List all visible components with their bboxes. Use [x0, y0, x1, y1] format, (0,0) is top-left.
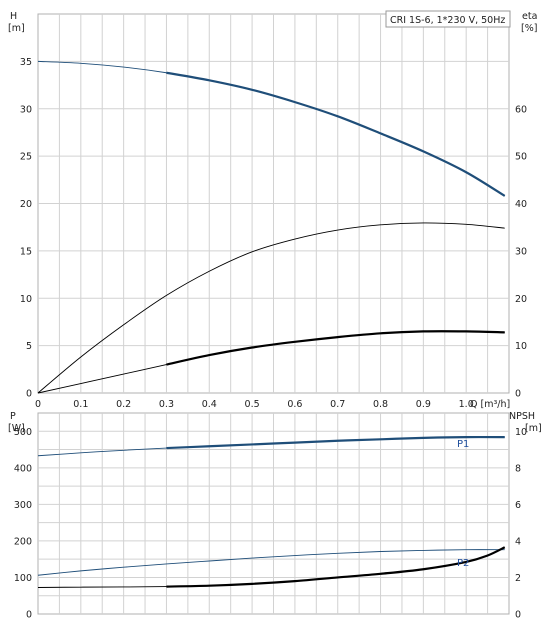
x-tick-label: 0.9 — [416, 399, 431, 410]
bottom-left-tick-label: 0 — [26, 610, 32, 621]
top-left-tick-label: 5 — [26, 341, 32, 352]
x-tick-label: 0.4 — [202, 399, 217, 410]
p1-curve — [37, 436, 505, 457]
top-right-tick-label: 30 — [515, 246, 527, 257]
top-right-tick-label: 0 — [515, 389, 521, 400]
top-right-tick-label: 10 — [515, 341, 527, 352]
top-series-0-operating-range — [166, 71, 506, 197]
x-tick-label: 0.1 — [73, 399, 88, 410]
top-left-tick-label: 25 — [20, 152, 32, 163]
bottom-left-tick-label: 500 — [14, 427, 32, 438]
curves — [37, 60, 506, 588]
top-series-2-operating-range — [166, 330, 505, 366]
series-label-p2: P2 — [457, 558, 469, 569]
p1-operating-range — [166, 435, 505, 450]
bottom-left-tick-label: 200 — [14, 536, 32, 547]
x-tick-label: 0.5 — [245, 399, 260, 410]
series-label-p1: P1 — [457, 439, 469, 450]
top-series-1-curve — [37, 222, 505, 394]
x-tick-label: 0.7 — [330, 399, 345, 410]
top-series-0-curve — [37, 60, 505, 197]
x-axis-label: Q [m³/h] — [470, 399, 510, 410]
bottom-left-axis-label-line2: [W] — [8, 423, 25, 434]
bottom-right-tick-label: 6 — [515, 500, 521, 511]
x-tick-label: 0.2 — [116, 399, 131, 410]
top-left-tick-label: 30 — [20, 104, 32, 115]
top-right-tick-label: 60 — [515, 104, 527, 115]
top-left-tick-label: 0 — [26, 389, 32, 400]
bottom-right-tick-label: 0 — [515, 610, 521, 621]
bottom-left-tick-label: 300 — [14, 500, 32, 511]
top-left-axis-label-line1: H — [10, 11, 17, 22]
x-tick-label: 0.3 — [159, 399, 174, 410]
bottom-right-tick-label: 8 — [515, 463, 521, 474]
top-series-2-curve — [37, 330, 505, 394]
top-left-axis-label-line2: [m] — [8, 23, 25, 34]
x-tick-label: 1.0 — [459, 399, 474, 410]
top-right-axis-label-line2: [%] — [521, 23, 537, 34]
bottom-left-tick-label: 100 — [14, 573, 32, 584]
top-left-tick-label: 15 — [20, 246, 32, 257]
x-tick-label: 0 — [35, 399, 41, 410]
chart-title: CRI 1S-6, 1*230 V, 50Hz — [390, 15, 505, 26]
top-right-axis-label-line1: eta — [522, 11, 537, 22]
bottom-series-2-operating-range — [166, 546, 506, 588]
bottom-right-axis-label-line1: NPSH — [509, 411, 535, 422]
bottom-right-tick-label: 4 — [515, 536, 521, 547]
top-right-tick-label: 50 — [515, 152, 527, 163]
x-tick-label: 0.6 — [287, 399, 302, 410]
x-tick-label: 0.8 — [373, 399, 388, 410]
top-right-tick-label: 20 — [515, 294, 527, 305]
top-left-tick-label: 35 — [20, 57, 32, 68]
bottom-right-tick-label: 2 — [515, 573, 521, 584]
bottom-right-tick-label: 10 — [515, 427, 527, 438]
p2-curve — [37, 549, 505, 576]
bottom-left-axis-label-line1: P — [10, 411, 16, 422]
top-left-tick-label: 20 — [20, 199, 32, 210]
top-right-tick-label: 40 — [515, 199, 527, 210]
chart-title-box — [385, 10, 511, 28]
top-left-tick-label: 10 — [20, 294, 32, 305]
bottom-left-tick-label: 400 — [14, 463, 32, 474]
bottom-right-axis-label-line2: [m] — [525, 423, 542, 434]
tick-labels: 0 0.1 0.2 0.3 0.4 0.5 0.6 0.7 0.8 0.9 1.0051015202… — [14, 57, 527, 621]
